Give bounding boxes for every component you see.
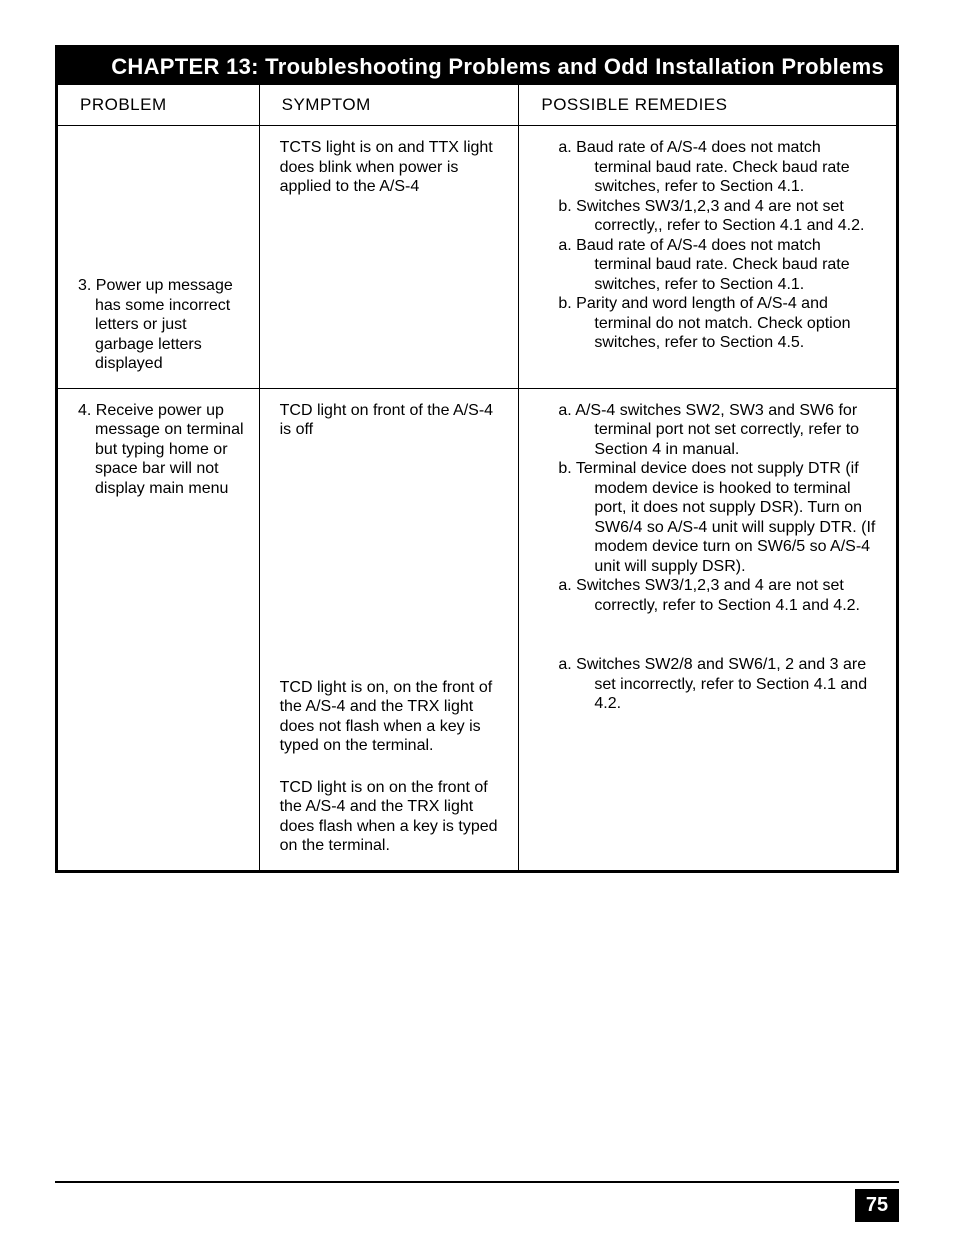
- header-remedy: POSSIBLE REMEDIES: [519, 85, 896, 126]
- remedy-text: a. Switches SW2/8 and SW6/1, 2 and 3 are…: [539, 655, 882, 714]
- remedy-text: a. Switches SW3/1,2,3 and 4 are not set …: [539, 576, 882, 615]
- symptom-text: TCD light on front of the A/S-4 is off: [280, 401, 505, 440]
- problem-cell: 4. Receive power up message on terminal …: [58, 388, 259, 870]
- remedy-text: a. Baud rate of A/S-4 does not match ter…: [539, 236, 882, 295]
- symptom-cell: TCD light on front of the A/S-4 is off T…: [259, 388, 519, 870]
- symptom-text: TCD light is on on the front of the A/S-…: [280, 778, 505, 856]
- remedy-cell: a. A/S-4 switches SW2, SW3 and SW6 for t…: [519, 388, 896, 870]
- remedy-text: a. A/S-4 switches SW2, SW3 and SW6 for t…: [539, 401, 882, 460]
- remedy-group: a. Switches SW3/1,2,3 and 4 are not set …: [539, 576, 882, 615]
- table-header-row: PROBLEM SYMPTOM POSSIBLE REMEDIES: [58, 85, 896, 126]
- problem-text: 3. Power up message has some incorrect l…: [95, 276, 245, 374]
- remedy-group: a. Switches SW2/8 and SW6/1, 2 and 3 are…: [539, 655, 882, 714]
- remedy-text: b. Switches SW3/1,2,3 and 4 are not set …: [539, 197, 882, 236]
- chapter-header: CHAPTER 13: Troubleshooting Problems and…: [58, 48, 896, 85]
- header-problem: PROBLEM: [58, 85, 259, 126]
- content-frame: CHAPTER 13: Troubleshooting Problems and…: [55, 45, 899, 873]
- troubleshooting-table: PROBLEM SYMPTOM POSSIBLE REMEDIES 3. Pow…: [58, 85, 896, 870]
- remedy-group: a. A/S-4 switches SW2, SW3 and SW6 for t…: [539, 401, 882, 577]
- symptom-text: TCTS light is on and TTX light does blin…: [280, 138, 505, 197]
- header-symptom: SYMPTOM: [259, 85, 519, 126]
- problem-cell: 3. Power up message has some incorrect l…: [58, 126, 259, 389]
- remedy-text: a. Baud rate of A/S-4 does not match ter…: [539, 138, 882, 197]
- table-row: 3. Power up message has some incorrect l…: [58, 126, 896, 389]
- page-footer: 75: [55, 1181, 899, 1183]
- page-number: 75: [855, 1189, 899, 1222]
- remedy-cell: a. Baud rate of A/S-4 does not match ter…: [519, 126, 896, 389]
- problem-text: 4. Receive power up message on terminal …: [95, 401, 245, 499]
- remedy-text: b. Terminal device does not supply DTR (…: [539, 459, 882, 576]
- table-row: 4. Receive power up message on terminal …: [58, 388, 896, 870]
- remedy-text: b. Parity and word length of A/S-4 and t…: [539, 294, 882, 353]
- symptom-cell: TCTS light is on and TTX light does blin…: [259, 126, 519, 389]
- symptom-text: TCD light is on, on the front of the A/S…: [280, 678, 505, 756]
